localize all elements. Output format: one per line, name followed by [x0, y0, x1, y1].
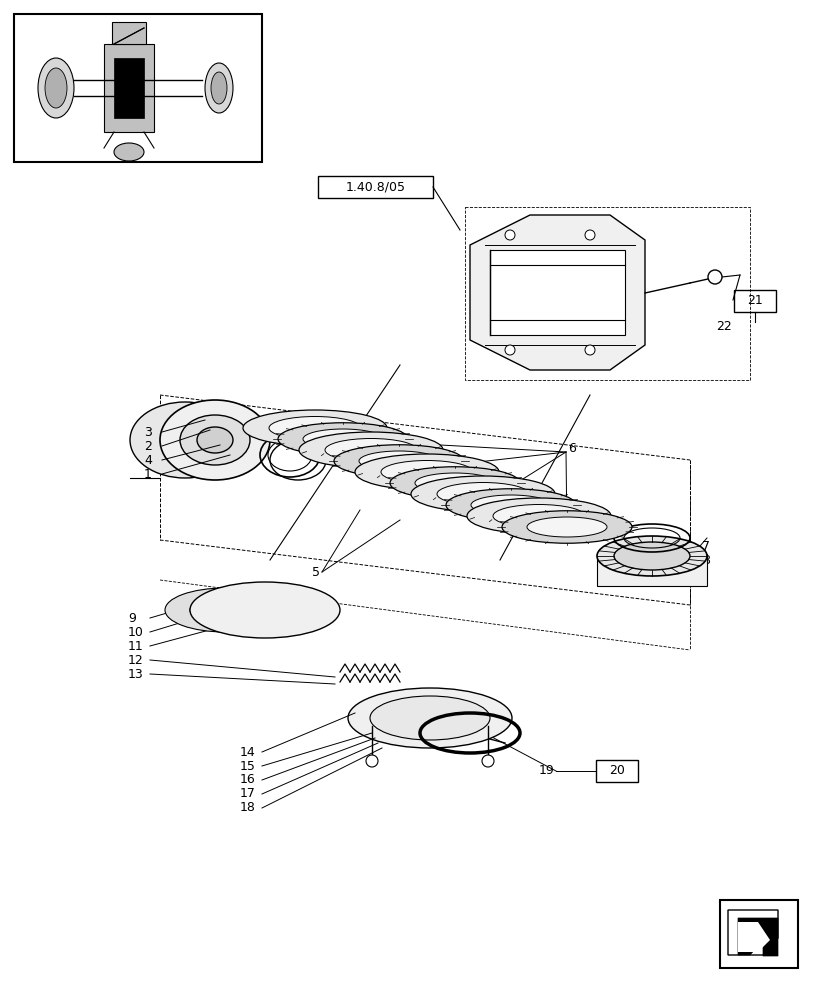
- Ellipse shape: [333, 445, 463, 477]
- Ellipse shape: [614, 542, 689, 570]
- Text: 12: 12: [128, 654, 144, 666]
- Circle shape: [504, 345, 514, 355]
- Bar: [114, 58, 144, 118]
- Bar: [112, 22, 146, 44]
- Ellipse shape: [390, 467, 519, 499]
- Text: 16: 16: [240, 773, 256, 786]
- Ellipse shape: [189, 597, 260, 623]
- Polygon shape: [470, 215, 644, 370]
- Ellipse shape: [203, 587, 327, 633]
- Ellipse shape: [189, 582, 340, 638]
- Polygon shape: [737, 918, 777, 956]
- Bar: [719, 900, 797, 968]
- Text: 13: 13: [128, 668, 144, 680]
- Ellipse shape: [303, 429, 383, 449]
- Circle shape: [366, 755, 378, 767]
- Ellipse shape: [359, 451, 438, 471]
- Ellipse shape: [269, 416, 361, 440]
- Ellipse shape: [239, 600, 290, 620]
- Bar: [14, 14, 261, 162]
- Text: 21: 21: [746, 294, 762, 308]
- Ellipse shape: [466, 498, 610, 534]
- Text: 4: 4: [144, 454, 151, 466]
- Ellipse shape: [471, 495, 550, 515]
- Bar: [318, 176, 433, 198]
- Bar: [733, 290, 775, 312]
- Polygon shape: [490, 250, 624, 335]
- Text: 7: 7: [701, 540, 709, 552]
- Text: 22: 22: [715, 320, 731, 332]
- Ellipse shape: [446, 489, 576, 521]
- Text: 10: 10: [128, 626, 144, 639]
- Ellipse shape: [347, 688, 511, 748]
- Text: 14: 14: [240, 746, 256, 758]
- Circle shape: [481, 755, 494, 767]
- Text: 20: 20: [609, 764, 624, 777]
- Circle shape: [707, 270, 721, 284]
- Ellipse shape: [492, 504, 585, 528]
- Ellipse shape: [165, 588, 284, 632]
- Ellipse shape: [179, 415, 250, 465]
- Ellipse shape: [437, 483, 528, 506]
- Ellipse shape: [227, 596, 303, 624]
- Text: 17: 17: [240, 787, 256, 800]
- Bar: [104, 44, 154, 132]
- Ellipse shape: [501, 511, 631, 543]
- Ellipse shape: [205, 63, 232, 113]
- Text: 5: 5: [312, 566, 319, 578]
- Ellipse shape: [414, 473, 495, 493]
- Ellipse shape: [160, 400, 270, 480]
- Text: 1.40.8/05: 1.40.8/05: [345, 181, 405, 194]
- Text: 11: 11: [128, 640, 144, 652]
- Text: 2: 2: [144, 440, 151, 452]
- Text: 9: 9: [128, 611, 136, 624]
- Ellipse shape: [215, 592, 314, 628]
- Ellipse shape: [370, 696, 490, 740]
- Text: 15: 15: [240, 760, 256, 772]
- Ellipse shape: [355, 454, 499, 490]
- Ellipse shape: [197, 427, 232, 453]
- Text: 8: 8: [701, 554, 709, 566]
- Text: 18: 18: [240, 801, 256, 814]
- Ellipse shape: [299, 432, 442, 468]
- Polygon shape: [737, 922, 769, 952]
- Bar: [595, 760, 638, 782]
- Ellipse shape: [526, 517, 606, 537]
- Text: 19: 19: [538, 764, 553, 777]
- Ellipse shape: [596, 536, 706, 576]
- Ellipse shape: [325, 438, 417, 462]
- Text: 6: 6: [567, 442, 576, 454]
- Polygon shape: [596, 554, 706, 586]
- Polygon shape: [727, 910, 777, 955]
- Text: 1: 1: [144, 468, 151, 481]
- Ellipse shape: [130, 402, 240, 478]
- Text: 3: 3: [144, 426, 151, 438]
- Ellipse shape: [380, 460, 472, 484]
- Circle shape: [504, 230, 514, 240]
- Ellipse shape: [45, 68, 67, 108]
- Ellipse shape: [211, 72, 227, 104]
- Circle shape: [585, 230, 595, 240]
- Ellipse shape: [242, 410, 386, 446]
- Ellipse shape: [410, 476, 554, 512]
- Circle shape: [585, 345, 595, 355]
- Ellipse shape: [38, 58, 74, 118]
- Ellipse shape: [278, 423, 408, 455]
- Ellipse shape: [114, 143, 144, 161]
